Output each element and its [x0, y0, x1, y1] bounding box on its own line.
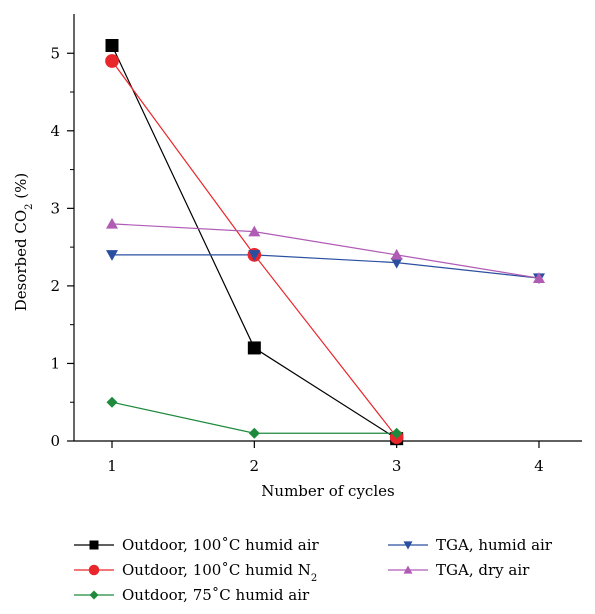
series-line-3	[112, 254, 540, 279]
y-tick-label: 3	[50, 199, 60, 217]
x-tick-label: 2	[250, 457, 260, 475]
series-line-4	[111, 223, 540, 279]
data-point-s0-1	[247, 341, 261, 355]
y-axis-title-tail: (%)	[12, 173, 30, 204]
legend-label-sub: 2	[311, 573, 317, 584]
legend-marker	[403, 541, 413, 550]
legend-label-main: TGA, humid air	[436, 536, 553, 554]
y-tick-label: 5	[50, 44, 60, 62]
data-point-s4-2	[390, 248, 403, 260]
data-point-s2-2	[391, 427, 403, 439]
legend-label: Outdoor, 100˚C humid N2	[122, 561, 317, 584]
y-axis-title: Desorbed CO2 (%)	[12, 173, 35, 312]
x-axis-title: Number of cycles	[261, 482, 394, 500]
legend-item-1: Outdoor, 100˚C humid N2	[74, 561, 317, 584]
series-line-0	[111, 45, 397, 440]
series-markers	[105, 38, 545, 446]
legend-label: TGA, humid air	[436, 536, 553, 554]
legend-label: Outdoor, 75˚C humid air	[122, 586, 310, 604]
legend-item-3: TGA, humid air	[388, 536, 553, 554]
legend-label-main: Outdoor, 100˚C humid N	[122, 561, 311, 579]
axes	[73, 14, 582, 442]
data-point-s4-1	[248, 225, 261, 237]
data-point-s4-3	[532, 272, 545, 283]
legend-marker	[88, 564, 100, 576]
legend-marker	[89, 590, 99, 600]
y-axis-title-main: Desorbed CO	[12, 210, 30, 311]
legend-label: Outdoor, 100˚C humid air	[122, 536, 320, 554]
x-tick-label: 3	[392, 457, 402, 475]
data-point-s2-1	[248, 427, 260, 439]
series-lines	[111, 45, 540, 440]
data-point-s2-0	[106, 396, 118, 408]
legend-marker	[403, 565, 413, 574]
ticks: 1 2 3 4 0 1 2 3 4 5	[50, 44, 543, 475]
legend-item-4: TGA, dry air	[388, 561, 530, 579]
legend-label: TGA, dry air	[436, 561, 530, 579]
x-tick-label: 1	[107, 457, 117, 475]
legend-label-main: TGA, dry air	[436, 561, 530, 579]
data-point-s0-0	[105, 38, 119, 52]
legend-label-main: Outdoor, 100˚C humid air	[122, 536, 320, 554]
legend-marker	[89, 540, 99, 550]
y-tick-label: 4	[50, 122, 60, 140]
legend-label-main: Outdoor, 75˚C humid air	[122, 586, 310, 604]
legend: Outdoor, 100˚C humid air Outdoor, 100˚C h…	[74, 536, 553, 604]
y-axis-title-sub: 2	[24, 203, 35, 209]
y-tick-label: 1	[50, 354, 60, 372]
data-point-s3-0	[106, 250, 118, 261]
data-point-s4-0	[106, 217, 118, 229]
data-point-s3-2	[390, 257, 403, 269]
data-point-s3-1	[248, 250, 261, 261]
legend-item-2: Outdoor, 75˚C humid air	[74, 586, 310, 604]
x-tick-label: 4	[534, 457, 544, 475]
y-tick-label: 0	[50, 432, 60, 450]
legend-item-0: Outdoor, 100˚C humid air	[74, 536, 320, 554]
y-tick-label: 2	[50, 277, 60, 295]
data-point-s1-0	[105, 54, 119, 68]
